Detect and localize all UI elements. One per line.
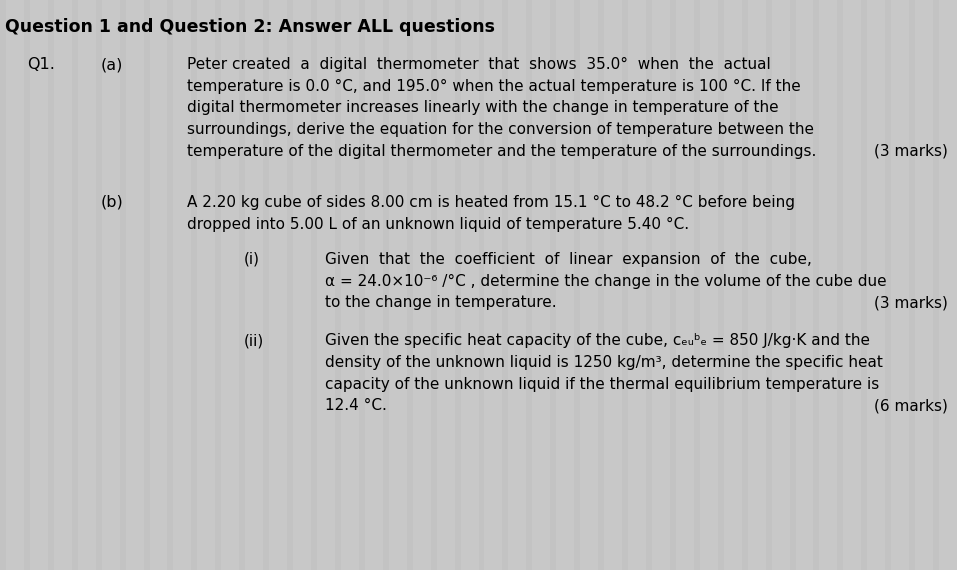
Bar (933, 0, 939, 570)
Text: (b): (b) (100, 195, 123, 210)
Bar (670, 0, 676, 570)
Text: (3 marks): (3 marks) (874, 295, 947, 310)
Bar (766, 0, 771, 570)
Bar (191, 0, 197, 570)
Bar (909, 0, 915, 570)
Bar (383, 0, 389, 570)
Bar (478, 0, 484, 570)
Text: A 2.20 kg cube of sides 8.00 cm is heated from 15.1 °C to 48.2 °C before being: A 2.20 kg cube of sides 8.00 cm is heate… (187, 195, 794, 210)
Bar (239, 0, 245, 570)
Bar (742, 0, 747, 570)
Bar (72, 0, 78, 570)
Text: density of the unknown liquid is 1250 kg/m³, determine the specific heat: density of the unknown liquid is 1250 kg… (325, 355, 883, 370)
Text: dropped into 5.00 L of an unknown liquid of temperature 5.40 °C.: dropped into 5.00 L of an unknown liquid… (187, 217, 689, 231)
Text: temperature of the digital thermometer and the temperature of the surroundings.: temperature of the digital thermometer a… (187, 144, 816, 158)
Bar (96, 0, 101, 570)
Bar (646, 0, 652, 570)
Bar (335, 0, 341, 570)
Text: 12.4 °C.: 12.4 °C. (325, 398, 388, 413)
Bar (502, 0, 508, 570)
Bar (120, 0, 125, 570)
Bar (526, 0, 532, 570)
Bar (550, 0, 556, 570)
Bar (48, 0, 54, 570)
Bar (431, 0, 436, 570)
Bar (311, 0, 317, 570)
Bar (263, 0, 269, 570)
Bar (287, 0, 293, 570)
Bar (574, 0, 580, 570)
Text: Given the specific heat capacity of the cube, cₑᵤᵇₑ = 850 J/kg·K and the: Given the specific heat capacity of the … (325, 333, 870, 348)
Text: α = 24.0×10⁻⁶ /°C , determine the change in the volume of the cube due: α = 24.0×10⁻⁶ /°C , determine the change… (325, 274, 887, 288)
Bar (885, 0, 891, 570)
Bar (622, 0, 628, 570)
Text: (ii): (ii) (244, 333, 264, 348)
Bar (861, 0, 867, 570)
Text: (3 marks): (3 marks) (874, 144, 947, 158)
Bar (790, 0, 795, 570)
Bar (718, 0, 723, 570)
Text: temperature is 0.0 °C, and 195.0° when the actual temperature is 100 °C. If the: temperature is 0.0 °C, and 195.0° when t… (187, 79, 800, 93)
Bar (144, 0, 149, 570)
Text: Peter created  a  digital  thermometer  that  shows  35.0°  when  the  actual: Peter created a digital thermometer that… (187, 57, 770, 72)
Bar (24, 0, 30, 570)
Text: (i): (i) (244, 252, 260, 267)
Text: (a): (a) (100, 57, 122, 72)
Text: to the change in temperature.: to the change in temperature. (325, 295, 557, 310)
Bar (455, 0, 460, 570)
Bar (0, 0, 6, 570)
Bar (694, 0, 700, 570)
Text: capacity of the unknown liquid if the thermal equilibrium temperature is: capacity of the unknown liquid if the th… (325, 377, 879, 392)
Bar (598, 0, 604, 570)
Text: (6 marks): (6 marks) (874, 398, 947, 413)
Bar (215, 0, 221, 570)
Text: Q1.: Q1. (27, 57, 55, 72)
Text: Given  that  the  coefficient  of  linear  expansion  of  the  cube,: Given that the coefficient of linear exp… (325, 252, 812, 267)
Text: Question 1 and Question 2: Answer ALL questions: Question 1 and Question 2: Answer ALL qu… (5, 18, 495, 36)
Text: surroundings, derive the equation for the conversion of temperature between the: surroundings, derive the equation for th… (187, 122, 813, 137)
Bar (813, 0, 819, 570)
Bar (167, 0, 173, 570)
Bar (359, 0, 365, 570)
Text: digital thermometer increases linearly with the change in temperature of the: digital thermometer increases linearly w… (187, 100, 778, 115)
Bar (837, 0, 843, 570)
Bar (407, 0, 412, 570)
